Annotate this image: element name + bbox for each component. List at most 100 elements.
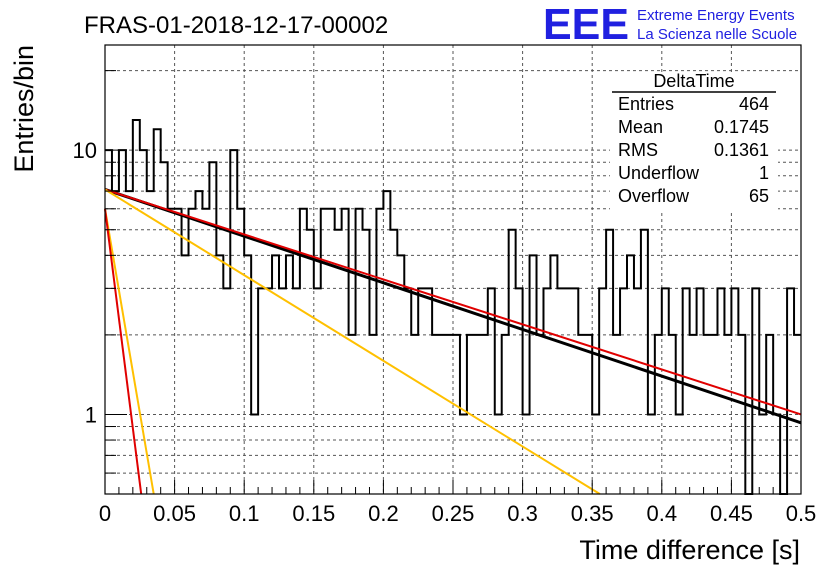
fit-lines — [104, 188, 802, 495]
histogram-bin — [446, 335, 453, 494]
histogram-bin — [752, 288, 759, 494]
axis-ticks: 0 0.05 0.1 0.15 0.2 0.25 0.3 0.35 0.4 0.45 0.5 1 10 — [73, 70, 817, 526]
histogram-bin — [655, 335, 662, 494]
histogram-bin — [787, 288, 794, 494]
x-tick-label: 0.3 — [507, 501, 538, 526]
histogram-bin — [731, 288, 738, 494]
histogram-bin — [530, 255, 537, 494]
histogram-bin — [724, 335, 731, 494]
histogram-bin — [383, 191, 390, 494]
y-tick-label: 10 — [73, 138, 97, 163]
stats-label: Entries — [618, 94, 674, 114]
histogram-bin — [376, 209, 383, 494]
x-tick-label: 0.2 — [368, 501, 399, 526]
histogram-bin — [390, 230, 397, 494]
stats-value: 0.1745 — [714, 117, 769, 137]
histogram-bin — [237, 209, 244, 494]
x-tick-label: 0.5 — [786, 501, 817, 526]
histogram-bin — [251, 414, 258, 494]
histogram-bin — [662, 288, 669, 494]
histogram-bin — [154, 129, 161, 494]
histogram-bin — [300, 209, 307, 494]
stats-rows: Entries 464 Mean 0.1745 RMS 0.1361 Underflow 1 O… — [618, 94, 769, 206]
stats-label: Mean — [618, 117, 663, 137]
histogram-series — [105, 119, 801, 495]
histogram-bin — [189, 209, 196, 494]
histogram-bin — [286, 255, 293, 494]
stats-value: 1 — [759, 163, 769, 183]
histogram-bin — [571, 288, 578, 494]
histogram-bin — [397, 255, 404, 494]
histogram-bin — [369, 335, 376, 494]
histogram-bin — [676, 414, 683, 494]
histogram-bin — [502, 335, 509, 494]
histogram-bin — [161, 162, 168, 494]
fit-line — [104, 208, 155, 495]
x-tick-label: 0.4 — [647, 501, 678, 526]
stats-label: Underflow — [618, 163, 700, 183]
histogram-bin — [195, 191, 202, 494]
histogram-bin — [669, 335, 676, 494]
histogram-bin — [773, 414, 780, 494]
histogram-bin — [272, 255, 279, 494]
histogram-bin — [356, 209, 363, 494]
x-tick-label: 0.25 — [432, 501, 475, 526]
histogram-bin — [717, 288, 724, 494]
histogram-bin — [460, 414, 467, 494]
histogram-bin — [418, 288, 425, 494]
histogram-bin — [481, 335, 488, 494]
x-tick-label: 0.35 — [571, 501, 614, 526]
x-tick-label: 0.05 — [153, 501, 196, 526]
histogram-bin — [578, 335, 585, 494]
logo-line-1: Extreme Energy Events — [637, 7, 795, 24]
histogram-bin — [175, 209, 182, 494]
histogram-bin — [495, 414, 502, 494]
histogram-bin — [711, 335, 718, 494]
histogram-bin — [641, 230, 648, 494]
histogram-bin — [550, 255, 557, 494]
histogram-bin — [690, 335, 697, 494]
histogram-bin — [516, 288, 523, 494]
x-tick-label: 0.45 — [710, 501, 753, 526]
histogram-bin — [265, 288, 272, 494]
histogram-bin — [307, 230, 314, 494]
histogram-steps — [105, 119, 801, 495]
chart-title: FRAS-01-2018-12-17-00002 — [84, 12, 388, 39]
histogram-bin — [759, 414, 766, 494]
histogram-bin — [349, 335, 356, 494]
histogram-bin — [509, 230, 516, 494]
histogram-bin — [321, 209, 328, 494]
histogram-bin — [105, 150, 112, 494]
stats-box-background — [610, 72, 778, 212]
histogram-bin — [223, 288, 230, 494]
histogram-bin — [620, 288, 627, 494]
histogram-bin — [342, 209, 349, 494]
histogram-bin — [411, 335, 418, 494]
histogram-bin — [216, 255, 223, 494]
histogram-bin — [404, 288, 411, 494]
eee-logo: EEE Extreme Energy Events La Scienza nel… — [543, 0, 797, 49]
histogram-bin — [432, 335, 439, 494]
x-axis-title: Time difference [s] — [579, 535, 800, 565]
histogram-bin — [293, 288, 300, 494]
histogram-bin — [328, 209, 335, 494]
x-tick-label: 0 — [99, 501, 111, 526]
y-tick-label: 1 — [85, 402, 97, 427]
histogram-bin — [627, 255, 634, 494]
histogram-bin — [704, 335, 711, 494]
histogram-bin — [634, 288, 641, 494]
fit-line — [104, 188, 601, 495]
histogram-bin — [453, 335, 460, 494]
histogram-bin — [474, 335, 481, 494]
histogram-bin — [147, 191, 154, 494]
logo-text: EEE — [543, 0, 629, 49]
histogram-bin — [557, 288, 564, 494]
stats-title: DeltaTime — [653, 71, 734, 91]
histogram-bin — [585, 335, 592, 494]
y-axis-title: Entries/bin — [9, 45, 39, 173]
histogram-bin — [564, 288, 571, 494]
histogram-bin — [738, 335, 745, 494]
stats-value: 0.1361 — [714, 140, 769, 160]
histogram-bin — [209, 162, 216, 494]
